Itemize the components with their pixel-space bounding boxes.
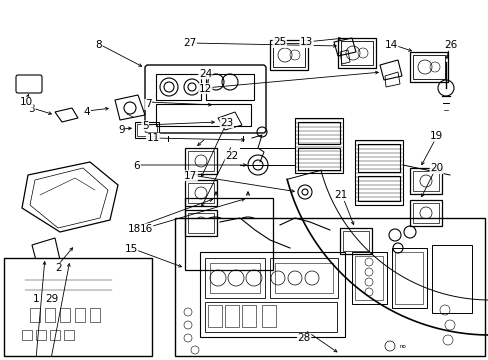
Bar xyxy=(412,203,438,223)
Bar xyxy=(200,252,345,337)
Text: 18: 18 xyxy=(127,224,141,234)
Bar xyxy=(60,308,70,322)
Text: 28: 28 xyxy=(297,333,310,343)
Bar xyxy=(272,43,305,67)
Bar xyxy=(184,210,217,236)
Text: 15: 15 xyxy=(124,244,138,254)
Text: 7: 7 xyxy=(144,99,151,109)
Bar xyxy=(342,231,368,251)
Bar xyxy=(357,176,399,201)
Text: 26: 26 xyxy=(443,40,457,50)
Bar xyxy=(204,258,264,298)
Text: 11: 11 xyxy=(146,133,160,143)
Bar xyxy=(156,74,201,100)
Bar xyxy=(409,200,441,226)
Bar xyxy=(205,74,253,100)
Text: no: no xyxy=(399,343,406,348)
Bar xyxy=(297,148,339,170)
Text: 23: 23 xyxy=(220,118,233,128)
Bar xyxy=(209,263,260,293)
Text: 3: 3 xyxy=(28,104,35,114)
Text: 13: 13 xyxy=(299,37,313,48)
Bar xyxy=(297,122,339,144)
Bar xyxy=(156,104,250,126)
Text: 12: 12 xyxy=(198,84,212,94)
Bar xyxy=(357,144,399,172)
Text: 9: 9 xyxy=(118,125,124,135)
Text: 14: 14 xyxy=(384,40,397,50)
Bar xyxy=(184,180,217,206)
Bar xyxy=(45,308,55,322)
Bar xyxy=(187,183,214,203)
Text: 20: 20 xyxy=(429,163,442,174)
Bar xyxy=(269,258,337,298)
Bar xyxy=(354,256,382,300)
Bar xyxy=(262,305,275,327)
Bar xyxy=(4,258,152,356)
Bar xyxy=(135,122,159,138)
Text: 25: 25 xyxy=(272,37,286,48)
Bar xyxy=(187,213,214,233)
Text: 4: 4 xyxy=(83,107,90,117)
Bar xyxy=(274,263,332,293)
Bar xyxy=(394,252,422,304)
Bar xyxy=(184,148,217,174)
Bar xyxy=(431,245,471,313)
Bar xyxy=(50,330,60,340)
Text: 10: 10 xyxy=(20,97,33,107)
Bar xyxy=(224,305,239,327)
Text: 5: 5 xyxy=(142,121,148,131)
Bar xyxy=(412,55,444,79)
Bar xyxy=(340,41,372,65)
Bar xyxy=(90,308,100,322)
Bar xyxy=(187,151,214,171)
Bar xyxy=(207,305,222,327)
Text: 27: 27 xyxy=(183,38,196,48)
Text: 22: 22 xyxy=(224,150,238,161)
Bar xyxy=(22,330,32,340)
Bar xyxy=(294,118,342,173)
Bar xyxy=(351,252,386,304)
Bar xyxy=(75,308,85,322)
Bar xyxy=(30,308,40,322)
Text: 24: 24 xyxy=(198,69,212,79)
Text: 29: 29 xyxy=(45,294,59,304)
Bar xyxy=(204,302,336,332)
Bar xyxy=(242,305,256,327)
Bar xyxy=(137,124,157,136)
Text: 16: 16 xyxy=(139,224,153,234)
Bar xyxy=(354,140,402,205)
Bar xyxy=(337,38,375,68)
Bar xyxy=(412,171,438,191)
Bar xyxy=(391,248,426,308)
Bar xyxy=(339,228,371,254)
Text: 1: 1 xyxy=(33,294,40,304)
Bar xyxy=(36,330,46,340)
Bar xyxy=(64,330,74,340)
Text: 6: 6 xyxy=(133,161,140,171)
Bar xyxy=(409,52,447,82)
Bar xyxy=(409,168,441,194)
Bar xyxy=(175,218,484,356)
Text: 8: 8 xyxy=(95,40,102,50)
Text: 2: 2 xyxy=(55,263,61,273)
Bar xyxy=(184,198,272,270)
Bar xyxy=(269,40,307,70)
Text: 19: 19 xyxy=(429,131,443,141)
Text: 21: 21 xyxy=(334,190,347,201)
Text: 17: 17 xyxy=(183,171,197,181)
